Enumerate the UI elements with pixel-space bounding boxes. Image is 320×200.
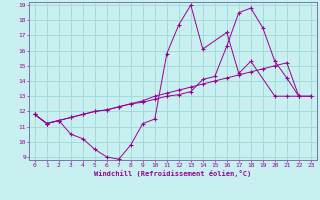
X-axis label: Windchill (Refroidissement éolien,°C): Windchill (Refroidissement éolien,°C)	[94, 170, 252, 177]
